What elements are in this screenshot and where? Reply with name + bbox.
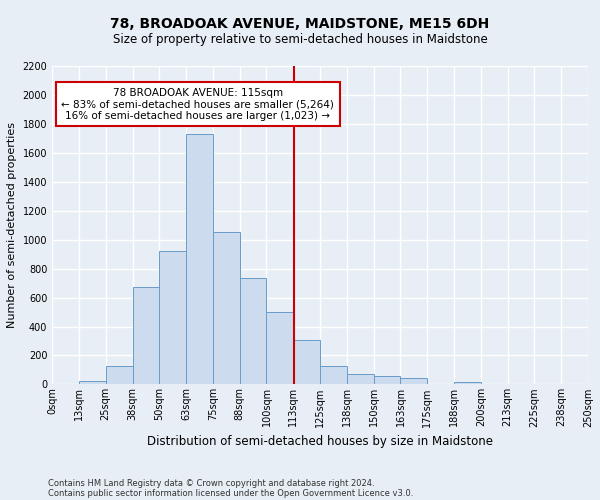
Bar	[374, 376, 400, 384]
Bar	[454, 382, 481, 384]
Bar	[400, 378, 427, 384]
Bar	[293, 340, 320, 384]
Bar	[133, 288, 160, 384]
Bar	[266, 312, 293, 384]
Bar	[160, 252, 186, 384]
Y-axis label: Number of semi-detached properties: Number of semi-detached properties	[7, 122, 17, 328]
Text: Contains public sector information licensed under the Open Government Licence v3: Contains public sector information licen…	[48, 488, 413, 498]
Text: Size of property relative to semi-detached houses in Maidstone: Size of property relative to semi-detach…	[113, 32, 487, 46]
Bar	[347, 374, 374, 384]
Text: 78 BROADOAK AVENUE: 115sqm
← 83% of semi-detached houses are smaller (5,264)
16%: 78 BROADOAK AVENUE: 115sqm ← 83% of semi…	[61, 88, 334, 121]
Bar	[213, 232, 239, 384]
Bar	[239, 278, 266, 384]
Bar	[320, 366, 347, 384]
X-axis label: Distribution of semi-detached houses by size in Maidstone: Distribution of semi-detached houses by …	[147, 435, 493, 448]
Bar	[186, 134, 213, 384]
Bar	[106, 366, 133, 384]
Bar	[79, 381, 106, 384]
Text: Contains HM Land Registry data © Crown copyright and database right 2024.: Contains HM Land Registry data © Crown c…	[48, 478, 374, 488]
Text: 78, BROADOAK AVENUE, MAIDSTONE, ME15 6DH: 78, BROADOAK AVENUE, MAIDSTONE, ME15 6DH	[110, 18, 490, 32]
